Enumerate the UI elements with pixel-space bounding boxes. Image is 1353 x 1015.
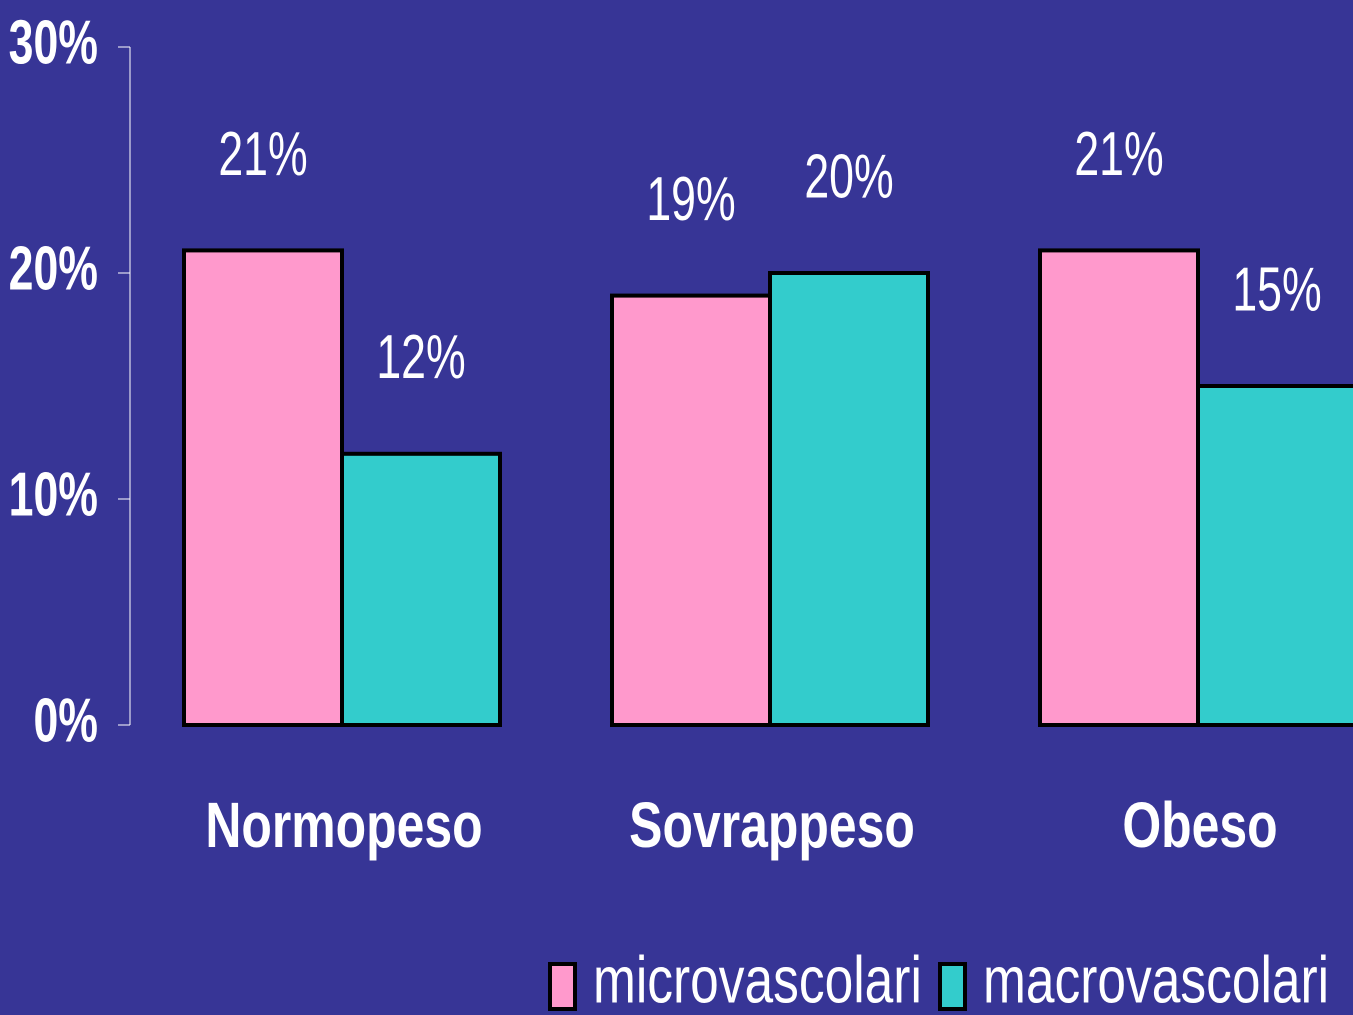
bar xyxy=(610,293,772,727)
legend-swatch xyxy=(548,962,577,1011)
value-label: 12% xyxy=(376,323,465,392)
bar xyxy=(768,271,930,727)
x-tick-label: Normopeso xyxy=(205,790,482,861)
x-tick-label: Sovrappeso xyxy=(629,790,915,861)
value-label: 21% xyxy=(218,120,307,189)
legend-label: macrovascolari xyxy=(983,942,1329,1015)
legend-swatch xyxy=(938,962,967,1011)
y-tick-label: 10% xyxy=(9,460,98,529)
bar xyxy=(1196,384,1353,727)
bar xyxy=(340,451,502,727)
y-tick-label: 30% xyxy=(9,8,98,77)
value-label: 19% xyxy=(646,165,735,234)
value-label: 20% xyxy=(804,142,893,211)
value-label: 15% xyxy=(1232,255,1321,324)
bar xyxy=(1038,248,1200,727)
y-tick-label: 20% xyxy=(9,234,98,303)
y-tick-label: 0% xyxy=(33,686,98,755)
bar xyxy=(182,248,344,727)
x-tick-label: Obeso xyxy=(1122,790,1277,861)
value-label: 21% xyxy=(1074,120,1163,189)
legend-label: microvascolari xyxy=(593,942,922,1015)
